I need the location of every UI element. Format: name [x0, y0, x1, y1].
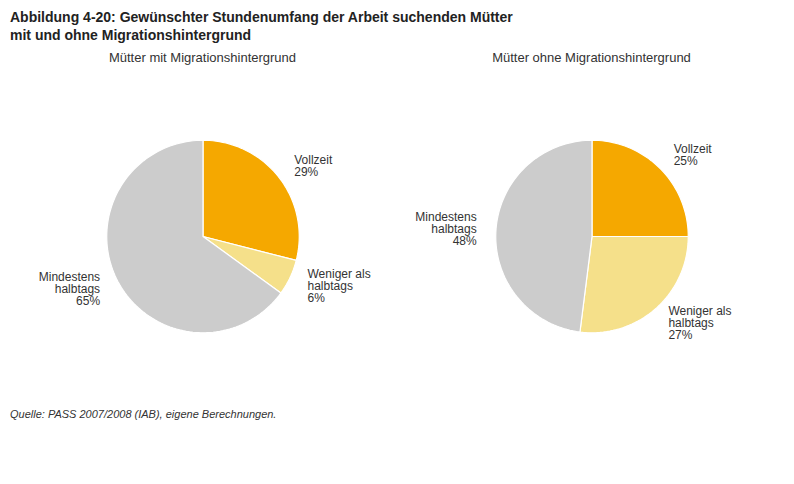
svg-text:Vollzeit29%: Vollzeit29% [294, 153, 333, 179]
html-text:Mütter ohne Migrationshintergr: Mütter ohne Migrationshintergrund [492, 50, 691, 65]
html-text:Abbildung 4-20: Gewünschter St: Abbildung 4-20: Gewünschter Stundenumfan… [10, 9, 513, 43]
svg-text:Mindestenshalbtags65%: Mindestenshalbtags65% [39, 270, 101, 308]
html-text:Quelle: PASS 2007/2008 (IAB),: Quelle: PASS 2007/2008 (IAB), eigene Ber… [10, 408, 277, 420]
html-text:Mütter mit Migrationshintergru: Mütter mit Migrationshintergrund [108, 50, 297, 65]
svg-text:Mindestenshalbtags48%: Mindestenshalbtags48% [415, 210, 477, 248]
svg-text:Weniger alshalbtags27%: Weniger alshalbtags27% [668, 304, 731, 342]
svg-text:Vollzeit25%: Vollzeit25% [674, 142, 713, 168]
svg-text:Weniger alshalbtags6%: Weniger alshalbtags6% [308, 267, 371, 305]
